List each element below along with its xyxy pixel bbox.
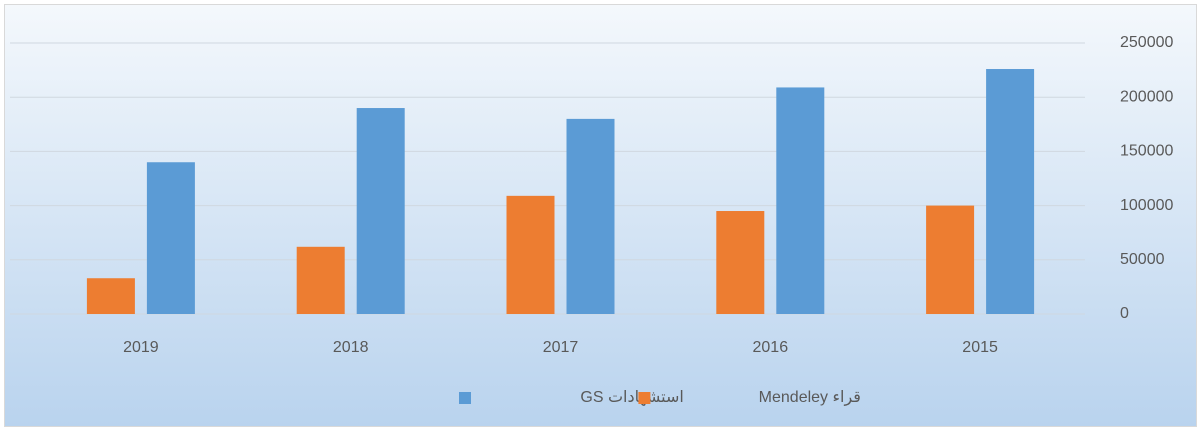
- bar: [86, 278, 135, 314]
- bar: [986, 69, 1035, 315]
- bar: [926, 205, 975, 314]
- x-tick-label: 2018: [333, 339, 369, 356]
- y-tick-label: 150000: [1120, 143, 1173, 160]
- y-tick-label: 0: [1120, 305, 1129, 322]
- y-tick-label: 50000: [1120, 251, 1165, 268]
- bar: [566, 118, 615, 314]
- x-tick-label: 2015: [962, 339, 998, 356]
- y-tick-label: 100000: [1120, 197, 1173, 214]
- bar: [146, 162, 195, 314]
- bar: [776, 87, 825, 314]
- y-tick-label: 200000: [1120, 88, 1173, 105]
- legend-swatch: [638, 392, 651, 404]
- legend-label: استشهادات GS: [580, 389, 683, 407]
- y-tick-label: 250000: [1120, 34, 1173, 51]
- bar: [296, 246, 345, 314]
- bar: [356, 108, 405, 314]
- x-tick-label: 2019: [123, 339, 159, 356]
- bar: [716, 211, 765, 314]
- x-tick-label: 2016: [753, 339, 789, 356]
- legend-swatch: [459, 392, 471, 404]
- bar: [506, 195, 555, 314]
- legend-label: قراء Mendeley: [759, 389, 861, 407]
- x-tick-label: 2017: [543, 339, 579, 356]
